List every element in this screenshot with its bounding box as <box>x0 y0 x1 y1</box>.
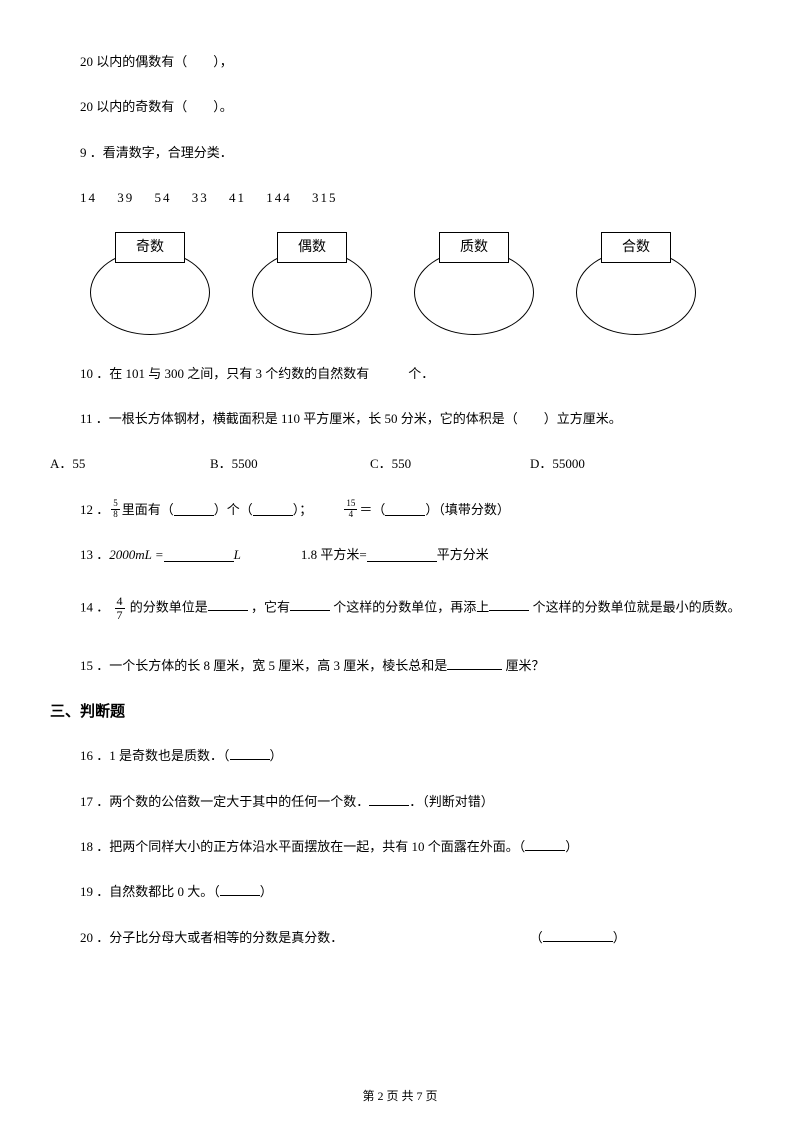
q20: 20 ．分子比分母大或者相等的分数是真分数． （ ） <box>50 926 750 949</box>
q12-text: ）； <box>293 498 313 521</box>
q19-text: 19 ．自然数都比 0 大。（ <box>80 884 220 899</box>
q14-text: 的分数单位是 <box>130 599 208 614</box>
blank <box>489 597 529 611</box>
q12-text: 里面有（ <box>122 498 174 521</box>
blank <box>385 502 425 516</box>
q-odd: 20 以内的奇数有（ ）。 <box>50 95 750 118</box>
opt-b: B．5500 <box>210 452 370 475</box>
blank <box>290 597 330 611</box>
q13-text: 平方分米 <box>437 543 489 566</box>
opt-d: D．55000 <box>530 452 690 475</box>
q15-text: 15 ．一个长方体的长 8 厘米，宽 5 厘米，高 3 厘米，棱长总和是 <box>80 658 447 673</box>
page-footer: 第 2 页 共 7 页 <box>0 1087 800 1104</box>
page-content: 20 以内的偶数有（ ）， 20 以内的奇数有（ ）。 9 ．看清数字，合理分类… <box>0 0 800 949</box>
q14: 14 ． 47 的分数单位是 ，它有 个这样的分数单位，再添上 个这样的分数单位… <box>50 595 750 622</box>
q20-close: ） <box>613 930 626 945</box>
q14-text: ，它有 <box>251 599 290 614</box>
q20-open: （ <box>530 930 543 945</box>
circle-prime: 质数 <box>404 232 544 337</box>
circle-even: 偶数 <box>242 232 382 337</box>
q11: 11 ．一根长方体钢材，横截面积是 110 平方厘米，长 50 分米，它的体积是… <box>50 407 750 430</box>
blank <box>230 746 270 760</box>
q19-close: ） <box>260 884 273 899</box>
q12-text: ）（填带分数） <box>425 498 510 521</box>
blank <box>164 548 234 562</box>
blank <box>253 502 293 516</box>
q15: 15 ．一个长方体的长 8 厘米，宽 5 厘米，高 3 厘米，棱长总和是 厘米？ <box>50 654 750 677</box>
blank <box>367 548 437 562</box>
q12: 12 ． 58 里面有（ ）个（ ）； 154 ＝（ ）（填带分数） <box>50 498 750 521</box>
q13: 13 ． 2000mL = L 1.8 平方米= 平方分米 <box>50 543 750 566</box>
q19: 19 ．自然数都比 0 大。（ ） <box>50 880 750 903</box>
blank <box>174 502 214 516</box>
q18: 18 ．把两个同样大小的正方体沿水平面摆放在一起，共有 10 个面露在外面。（ ） <box>50 835 750 858</box>
opt-c: C．550 <box>370 452 530 475</box>
section-3-title: 三、判断题 <box>50 699 750 726</box>
q15-text: 厘米？ <box>506 658 545 673</box>
classification-circles: 奇数 偶数 质数 合数 <box>80 232 750 337</box>
q12-text: ＝（ <box>359 498 385 521</box>
q14-text: 个这样的分数单位，再添上 <box>333 599 489 614</box>
circle-odd: 奇数 <box>80 232 220 337</box>
fraction-5-8: 58 <box>111 499 120 520</box>
q16-text: 16 ．1 是奇数也是质数．（ <box>80 748 230 763</box>
circle-label: 合数 <box>601 232 671 263</box>
blank <box>447 656 502 670</box>
q17-text: 17 ．两个数的公倍数一定大于其中的任何一个数． <box>80 794 369 809</box>
q14-num: 14 ． <box>80 599 109 614</box>
opt-a: A．55 <box>50 452 210 475</box>
q-even: 20 以内的偶数有（ ）， <box>50 50 750 73</box>
q12-num: 12 ． <box>80 498 109 521</box>
q17: 17 ．两个数的公倍数一定大于其中的任何一个数． ．（判断对错） <box>50 790 750 813</box>
q17-close: ．（判断对错） <box>409 794 494 809</box>
q18-text: 18 ．把两个同样大小的正方体沿水平面摆放在一起，共有 10 个面露在外面。（ <box>80 839 525 854</box>
blank <box>220 882 260 896</box>
q16: 16 ．1 是奇数也是质数．（ ） <box>50 744 750 767</box>
q14-text: 个这样的分数单位就是最小的质数。 <box>533 599 741 614</box>
q16-close: ） <box>270 748 283 763</box>
q13-num: 13 ． <box>80 543 109 566</box>
q9-title: 9 ．看清数字，合理分类． <box>50 141 750 164</box>
circle-composite: 合数 <box>566 232 706 337</box>
blank <box>369 792 409 806</box>
q12-text: ）个（ <box>214 498 253 521</box>
q9-numbers: 14 39 54 33 41 144 315 <box>50 186 750 209</box>
circle-label: 质数 <box>439 232 509 263</box>
blank <box>208 597 248 611</box>
fraction-4-7: 47 <box>115 595 125 622</box>
q13-unit: L <box>234 543 241 566</box>
blank <box>543 928 613 942</box>
circle-label: 奇数 <box>115 232 185 263</box>
q10: 10 ．在 101 与 300 之间，只有 3 个约数的自然数有 个． <box>50 362 750 385</box>
q13-text: 1.8 平方米= <box>301 543 367 566</box>
fraction-15-4: 154 <box>344 499 357 520</box>
q11-options: A．55 B．5500 C．550 D．55000 <box>50 452 750 475</box>
q18-close: ） <box>565 839 578 854</box>
q13-formula: 2000mL = <box>109 543 163 566</box>
blank <box>525 837 565 851</box>
circle-label: 偶数 <box>277 232 347 263</box>
q20-text: 20 ．分子比分母大或者相等的分数是真分数． <box>80 930 343 945</box>
